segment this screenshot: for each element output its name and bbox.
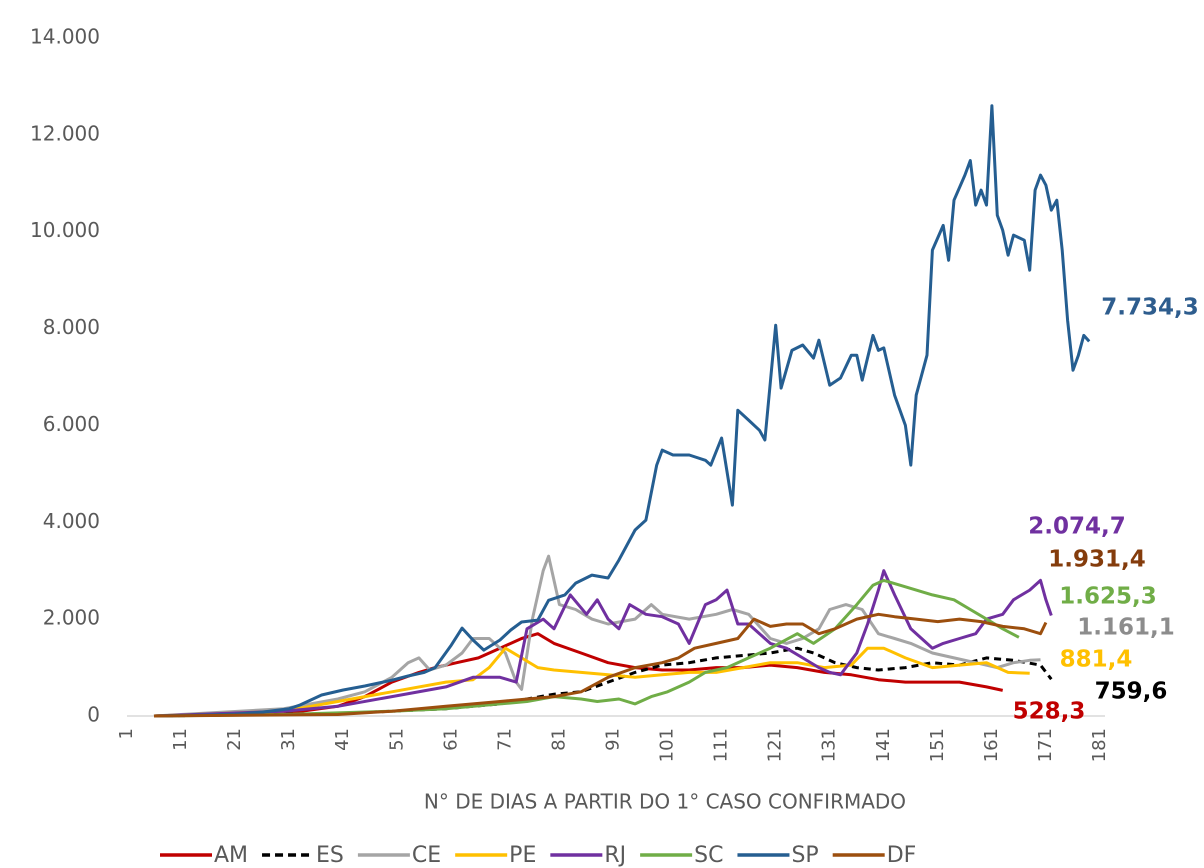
series-line — [153, 554, 1041, 718]
legend-label: RJ — [604, 843, 626, 868]
x-tick-label: 151 — [927, 728, 948, 762]
series-line — [153, 104, 1091, 718]
series-line — [153, 578, 1020, 718]
x-tick-label: 11 — [170, 728, 191, 751]
x-axis-label: N° DE DIAS A PARTIR DO 1° CASO CONFIRMAD… — [424, 790, 906, 814]
x-tick-label: 181 — [1089, 728, 1110, 762]
end-label: 759,6 — [1095, 679, 1168, 705]
legend-label: ES — [316, 843, 344, 868]
y-tick-label: 10.000 — [30, 218, 100, 242]
end-label: 7.734,3 — [1101, 295, 1199, 321]
series-line — [153, 646, 1053, 718]
x-tick-label: 171 — [1035, 728, 1056, 762]
y-tick-label: 2.000 — [43, 606, 100, 630]
x-tick-label: 91 — [603, 728, 624, 751]
legend-label: AM — [214, 843, 248, 868]
y-tick-label: 0 — [87, 703, 100, 727]
legend-label: CE — [412, 843, 441, 868]
legend-label: DF — [887, 843, 917, 868]
legend-label: SC — [694, 843, 723, 868]
series-line — [153, 632, 1004, 718]
legend-label: SP — [791, 843, 818, 868]
x-tick-label: 41 — [332, 728, 353, 751]
x-tick-label: 81 — [548, 728, 569, 751]
series-line — [153, 569, 1053, 718]
x-tick-label: 121 — [765, 728, 786, 762]
end-label: 1.625,3 — [1059, 584, 1157, 610]
x-tick-label: 51 — [386, 728, 407, 751]
x-tick-label: 161 — [981, 728, 1002, 762]
x-tick-label: 111 — [711, 728, 732, 762]
y-tick-label: 6.000 — [43, 412, 100, 436]
x-tick-label: 21 — [224, 728, 245, 751]
y-tick-label: 8.000 — [43, 315, 100, 339]
x-tick-label: 61 — [440, 728, 461, 751]
x-tick-label: 101 — [657, 728, 678, 762]
x-tick-label: 71 — [494, 728, 515, 751]
series-line — [153, 612, 1048, 718]
end-label: 1.161,1 — [1077, 615, 1175, 641]
x-tick-label: 141 — [873, 728, 894, 762]
x-tick-label: 131 — [819, 728, 840, 762]
y-tick-label: 4.000 — [43, 509, 100, 533]
end-label: 528,3 — [1013, 699, 1086, 725]
x-tick-label: 31 — [278, 728, 299, 751]
end-label: 1.931,4 — [1048, 547, 1146, 573]
legend-label: PE — [509, 843, 536, 868]
end-label: 2.074,7 — [1028, 514, 1126, 540]
y-tick-label: 14.000 — [30, 25, 100, 49]
end-label: 881,4 — [1060, 647, 1133, 673]
y-tick-label: 12.000 — [30, 121, 100, 145]
x-tick-label: 1 — [116, 728, 137, 739]
